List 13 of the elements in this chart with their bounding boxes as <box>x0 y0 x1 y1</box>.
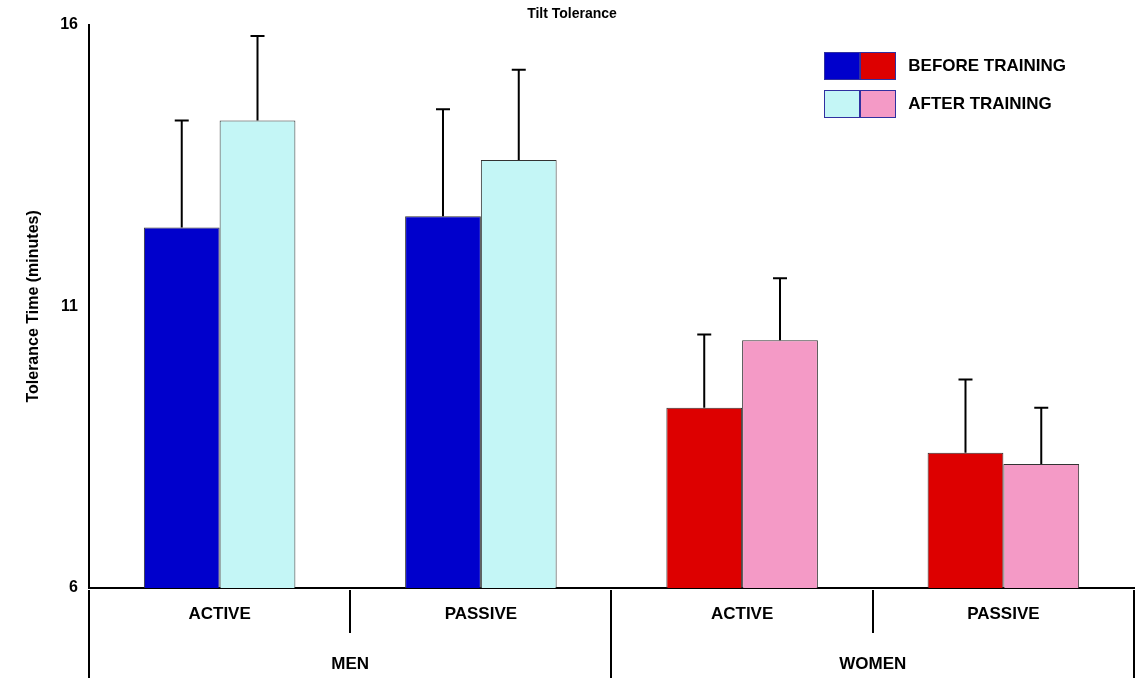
x-tick-label: PASSIVE <box>444 603 518 623</box>
y-tick-label: 6 <box>69 578 79 596</box>
x-tick-label: PASSIVE <box>967 603 1040 623</box>
y-tick-label: 16 <box>60 15 79 33</box>
x-tick-label: ACTIVE <box>188 603 251 623</box>
y-axis-title: Tolerance Time (minutes) <box>24 210 42 403</box>
legend-label: AFTER TRAINING <box>908 94 1052 114</box>
text: MEN <box>331 653 370 673</box>
y-tick-label: 11 <box>61 296 79 314</box>
x-tick-label: ACTIVE <box>710 603 774 623</box>
chart-title: Tilt Tolerance <box>527 5 618 22</box>
text: WOMEN <box>839 653 907 673</box>
legend-label: BEFORE TRAINING <box>908 56 1066 76</box>
